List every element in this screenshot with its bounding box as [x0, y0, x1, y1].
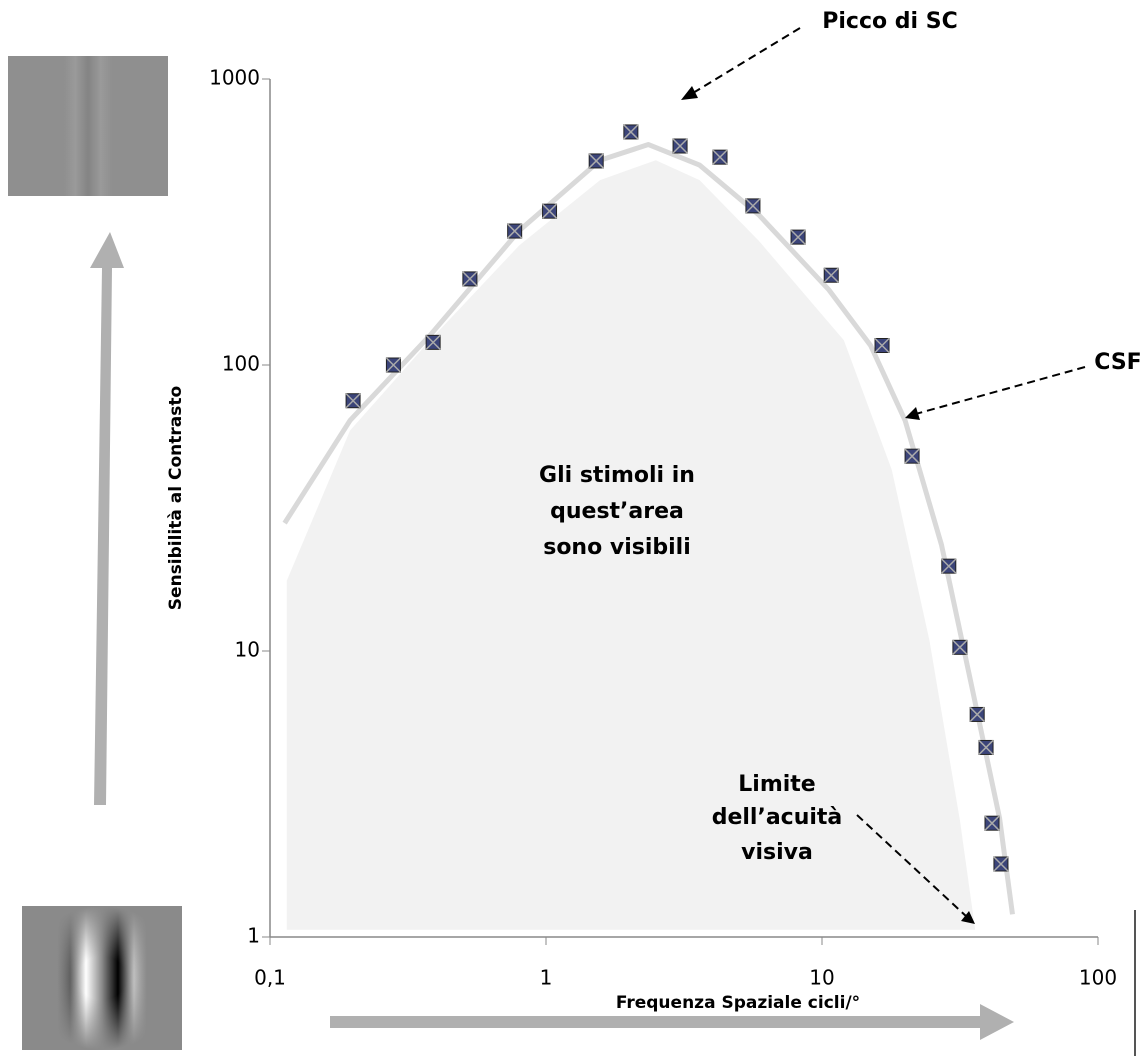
up-arrow [90, 232, 124, 805]
x-axis-label: Frequenza Spaziale cicli/° [616, 993, 860, 1013]
data-point [905, 449, 919, 463]
annotation: sono visibili [543, 535, 691, 560]
annotation-arrow [912, 367, 1085, 415]
annotation: quest’area [550, 499, 684, 524]
data-point [979, 740, 993, 754]
x-tick-label: 10 [809, 966, 834, 990]
y-tick-label: 10 [235, 638, 260, 662]
x-tick-label: 100 [1079, 966, 1117, 990]
data-point [624, 125, 638, 139]
data-point [970, 707, 984, 721]
data-point [985, 816, 999, 830]
annotation: dell’acuità [712, 805, 843, 830]
annotation: CSF [1094, 350, 1141, 375]
gabor-low [8, 56, 168, 196]
data-point [508, 224, 522, 238]
data-point [673, 139, 687, 153]
data-point [543, 204, 557, 218]
annotation: Gli stimoli in [539, 463, 695, 488]
data-point [713, 150, 727, 164]
data-point [386, 358, 400, 372]
data-point [824, 268, 838, 282]
y-tick-label: 1 [247, 924, 260, 948]
data-point [463, 272, 477, 286]
data-point [875, 338, 889, 352]
data-point [746, 199, 760, 213]
annotation: visiva [741, 840, 813, 865]
arrow-head [905, 407, 920, 420]
data-point [791, 230, 805, 244]
x-tick-label: 1 [540, 966, 553, 990]
arrow-head [681, 86, 698, 100]
annotation-arrow [688, 28, 800, 96]
y-tick-label: 100 [222, 352, 260, 376]
y-tick-label: 1000 [209, 66, 260, 90]
data-point [994, 857, 1008, 871]
annotation: Picco di SC [822, 9, 957, 34]
data-point [953, 640, 967, 654]
data-point [426, 335, 440, 349]
chart: 1 10 100 1000 0,1 1 10 100 Frequenza Spaziale c… [0, 0, 1145, 1056]
y-axis-label: Sensibilità al Contrasto [166, 386, 186, 610]
data-point [942, 559, 956, 573]
data-point [346, 394, 360, 408]
gabor-fade [22, 906, 182, 1050]
x-tick-label: 0,1 [254, 966, 286, 990]
annotation: Limite [738, 772, 815, 797]
data-point [589, 154, 603, 168]
